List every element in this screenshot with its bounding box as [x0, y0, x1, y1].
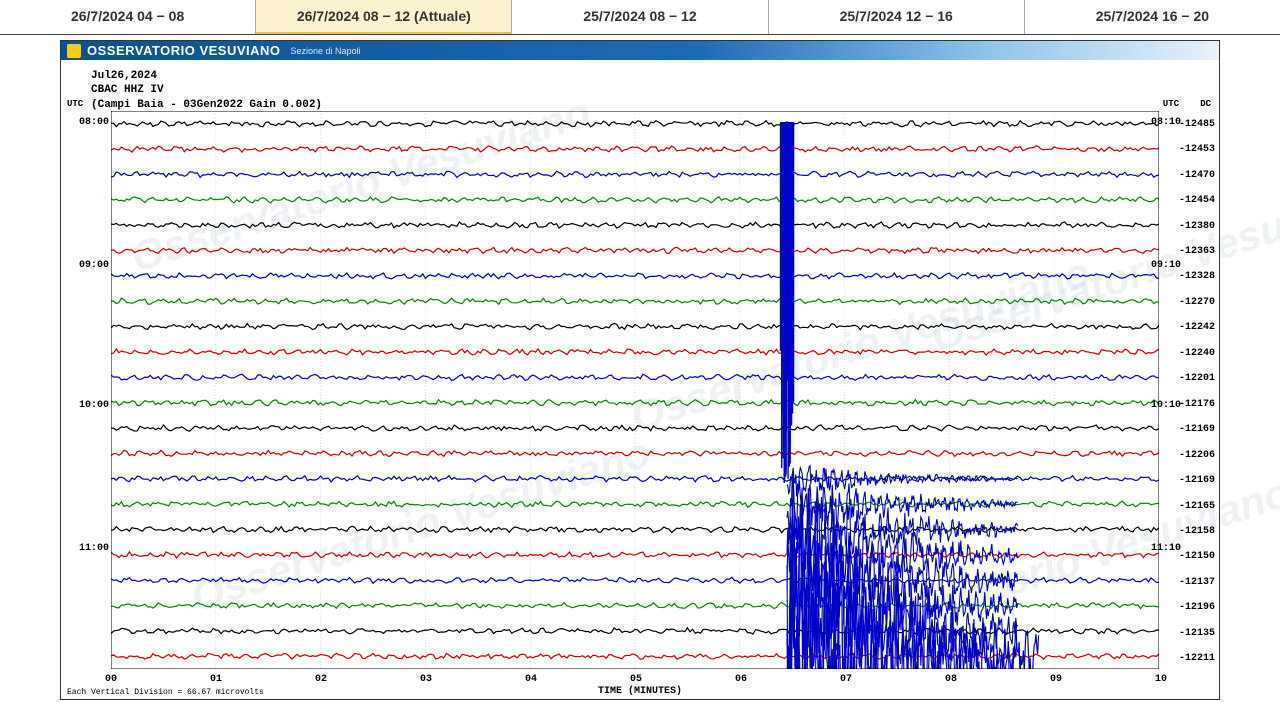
- x-tick-label: 08: [945, 674, 957, 685]
- x-tick-label: 01: [210, 674, 222, 685]
- utc-label-top-left: UTC: [67, 99, 83, 109]
- dc-value: -12363: [1179, 246, 1215, 257]
- x-tick-label: 05: [630, 674, 642, 685]
- meta-date: Jul26,2024: [91, 69, 322, 83]
- dc-value: -12211: [1179, 653, 1215, 664]
- panel-header: OSSERVATORIO VESUVIANO Sezione di Napoli: [61, 41, 1219, 60]
- dc-value: -12158: [1179, 526, 1215, 537]
- dc-value: -12206: [1179, 450, 1215, 461]
- dc-value: -12454: [1179, 195, 1215, 206]
- plot-area: [111, 111, 1159, 669]
- y-left-label: 10:00: [53, 400, 109, 411]
- dc-value: -12380: [1179, 221, 1215, 232]
- x-tick-label: 00: [105, 674, 117, 685]
- tab-1-active[interactable]: 26/7/2024 08 − 12 (Attuale): [256, 0, 512, 34]
- dc-value: -12176: [1179, 399, 1215, 410]
- time-tabs: 26/7/2024 04 − 08 26/7/2024 08 − 12 (Att…: [0, 0, 1280, 35]
- dc-value: -12150: [1179, 551, 1215, 562]
- utc-label-top-right: UTC: [1163, 99, 1179, 109]
- x-axis-title: TIME (MINUTES): [598, 686, 682, 697]
- x-tick-label: 06: [735, 674, 747, 685]
- dc-value: -12169: [1179, 475, 1215, 486]
- dc-value: -12201: [1179, 373, 1215, 384]
- x-tick-label: 03: [420, 674, 432, 685]
- tab-4[interactable]: 25/7/2024 16 − 20: [1025, 0, 1280, 34]
- seismogram-panel: OSSERVATORIO VESUVIANO Sezione di Napoli…: [60, 40, 1220, 700]
- y-left-label: 11:00: [53, 543, 109, 554]
- seismogram-svg: [111, 111, 1159, 669]
- tab-0[interactable]: 26/7/2024 04 − 08: [0, 0, 256, 34]
- dc-value: -12470: [1179, 170, 1215, 181]
- observatory-subtitle: Sezione di Napoli: [291, 46, 361, 56]
- footnote: Each Vertical Division = 66.67 microvolt…: [67, 688, 264, 697]
- x-tick-label: 04: [525, 674, 537, 685]
- dc-value: -12453: [1179, 144, 1215, 155]
- dc-value: -12137: [1179, 577, 1215, 588]
- dc-value: -12328: [1179, 271, 1215, 282]
- dc-value: -12196: [1179, 602, 1215, 613]
- dc-value: -12242: [1179, 322, 1215, 333]
- dc-value: -12240: [1179, 348, 1215, 359]
- dc-value: -12270: [1179, 297, 1215, 308]
- x-tick-label: 10: [1155, 674, 1167, 685]
- y-right-label: 11:10: [1151, 543, 1181, 554]
- y-left-label: 08:00: [53, 117, 109, 128]
- observatory-title: OSSERVATORIO VESUVIANO: [87, 43, 281, 58]
- station-metadata: Jul26,2024 CBAC HHZ IV (Campi Baia - 03G…: [91, 69, 322, 112]
- tab-3[interactable]: 25/7/2024 12 − 16: [769, 0, 1025, 34]
- meta-gain: (Campi Baia - 03Gen2022 Gain 0.002): [91, 98, 322, 112]
- meta-station: CBAC HHZ IV: [91, 83, 322, 97]
- tab-2[interactable]: 25/7/2024 08 − 12: [512, 0, 768, 34]
- dc-header: DC: [1200, 99, 1211, 109]
- dc-value: -12135: [1179, 628, 1215, 639]
- y-left-label: 09:00: [53, 260, 109, 271]
- y-right-label: 09:10: [1151, 260, 1181, 271]
- dc-value: -12169: [1179, 424, 1215, 435]
- x-tick-label: 02: [315, 674, 327, 685]
- y-right-label: 08:10: [1151, 117, 1181, 128]
- x-tick-label: 09: [1050, 674, 1062, 685]
- ingv-logo-icon: [67, 44, 81, 58]
- y-right-label: 10:10: [1151, 400, 1181, 411]
- dc-value: -12165: [1179, 501, 1215, 512]
- dc-value: -12485: [1179, 119, 1215, 130]
- x-tick-label: 07: [840, 674, 852, 685]
